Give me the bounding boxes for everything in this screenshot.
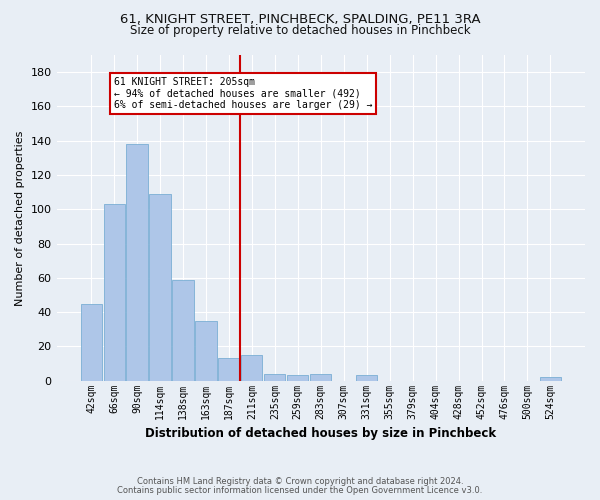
Text: Size of property relative to detached houses in Pinchbeck: Size of property relative to detached ho… (130, 24, 470, 37)
Bar (196, 320, 217, 380)
Bar (172, 280, 194, 380)
Bar (264, 374, 286, 380)
X-axis label: Distribution of detached houses by size in Pinchbeck: Distribution of detached houses by size … (145, 427, 496, 440)
Bar (127, 144, 148, 380)
Bar (241, 355, 262, 380)
Bar (104, 204, 125, 380)
Y-axis label: Number of detached properties: Number of detached properties (15, 130, 25, 306)
Text: 61, KNIGHT STREET, PINCHBECK, SPALDING, PE11 3RA: 61, KNIGHT STREET, PINCHBECK, SPALDING, … (119, 12, 481, 26)
Text: 61 KNIGHT STREET: 205sqm
← 94% of detached houses are smaller (492)
6% of semi-d: 61 KNIGHT STREET: 205sqm ← 94% of detach… (114, 78, 373, 110)
Text: Contains HM Land Registry data © Crown copyright and database right 2024.: Contains HM Land Registry data © Crown c… (137, 477, 463, 486)
Bar (356, 376, 377, 380)
Bar (310, 374, 331, 380)
Bar (80, 304, 101, 380)
Text: Contains public sector information licensed under the Open Government Licence v3: Contains public sector information licen… (118, 486, 482, 495)
Bar (218, 358, 239, 380)
Bar (540, 377, 561, 380)
Bar (149, 194, 170, 380)
Bar (287, 376, 308, 380)
